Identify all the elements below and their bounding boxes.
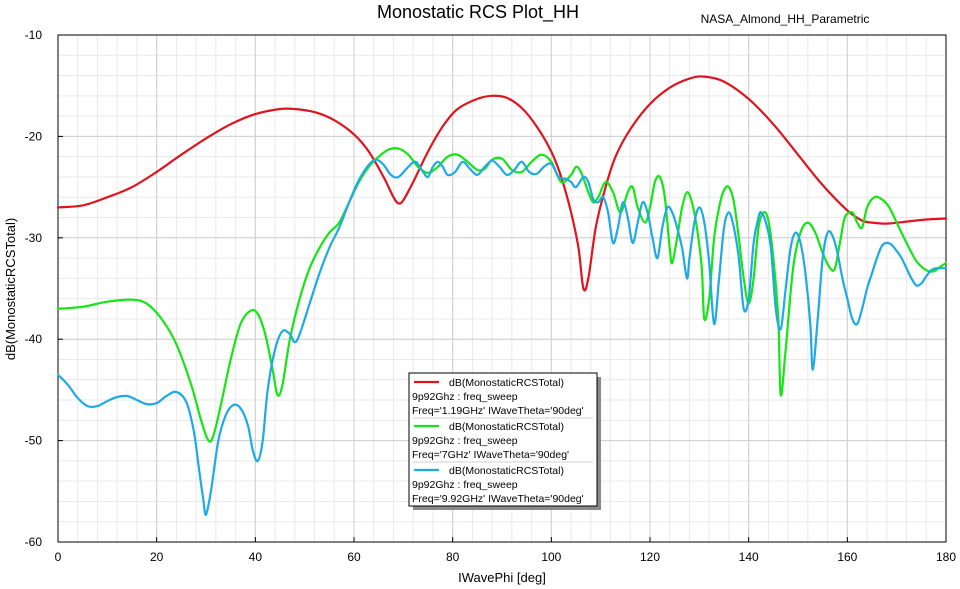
x-tick-label: 40 — [249, 550, 263, 564]
x-tick-label: 60 — [347, 550, 361, 564]
y-axis-label: dB(MonostaticRCSTotal) — [3, 218, 18, 360]
series-group — [56, 75, 948, 516]
y-tick-label: -30 — [25, 231, 43, 245]
chart-title: Monostatic RCS Plot_HH — [377, 2, 579, 23]
x-tick-label: 140 — [739, 550, 759, 564]
legend-entry-desc-1: 9p92Ghz : freq_sweep — [412, 479, 518, 491]
series-line-1 — [56, 75, 948, 292]
plot-area-frame — [57, 34, 947, 543]
legend-entry-desc-2: Freq='7GHz' IWaveTheta='90deg' — [412, 449, 569, 461]
legend-entry-desc-2: Freq='1.19GHz' IWaveTheta='90deg' — [412, 405, 584, 417]
y-tick-label: -50 — [25, 434, 43, 448]
x-axis-label: IWavePhi [deg] — [458, 570, 546, 585]
x-tick-label: 100 — [541, 550, 561, 564]
x-tick-label: 0 — [55, 550, 62, 564]
legend[interactable]: dB(MonostaticRCSTotal) 9p92Ghz : freq_swe… — [408, 372, 601, 510]
legend-entry-name: dB(MonostaticRCSTotal) — [449, 421, 564, 433]
y-tick-label: -10 — [25, 28, 43, 42]
legend-entry-desc-2: Freq='9.92GHz' IWaveTheta='90deg' — [412, 493, 584, 505]
legend-box — [408, 372, 598, 507]
x-tick-label: 160 — [837, 550, 857, 564]
axis-ticks: 0 20 40 60 80 100 120 140 160 180 -10 -20 -30 -40 -50 -… — [25, 28, 957, 564]
x-tick-label: 20 — [150, 550, 164, 564]
y-tick-label: -60 — [25, 535, 43, 549]
legend-entry-desc-1: 9p92Ghz : freq_sweep — [412, 391, 518, 403]
y-tick-label: -20 — [25, 129, 43, 143]
legend-entry-name: dB(MonostaticRCSTotal) — [449, 377, 564, 389]
chart-subtitle: NASA_Almond_HH_Parametric — [701, 12, 870, 26]
series-line-3 — [56, 158, 948, 516]
x-tick-label: 120 — [640, 550, 660, 564]
x-tick-label: 180 — [936, 550, 956, 564]
legend-entry-desc-1: 9p92Ghz : freq_sweep — [412, 435, 518, 447]
x-tick-label: 80 — [446, 550, 460, 564]
legend-entry-name: dB(MonostaticRCSTotal) — [449, 465, 564, 477]
y-tick-label: -40 — [25, 332, 43, 346]
